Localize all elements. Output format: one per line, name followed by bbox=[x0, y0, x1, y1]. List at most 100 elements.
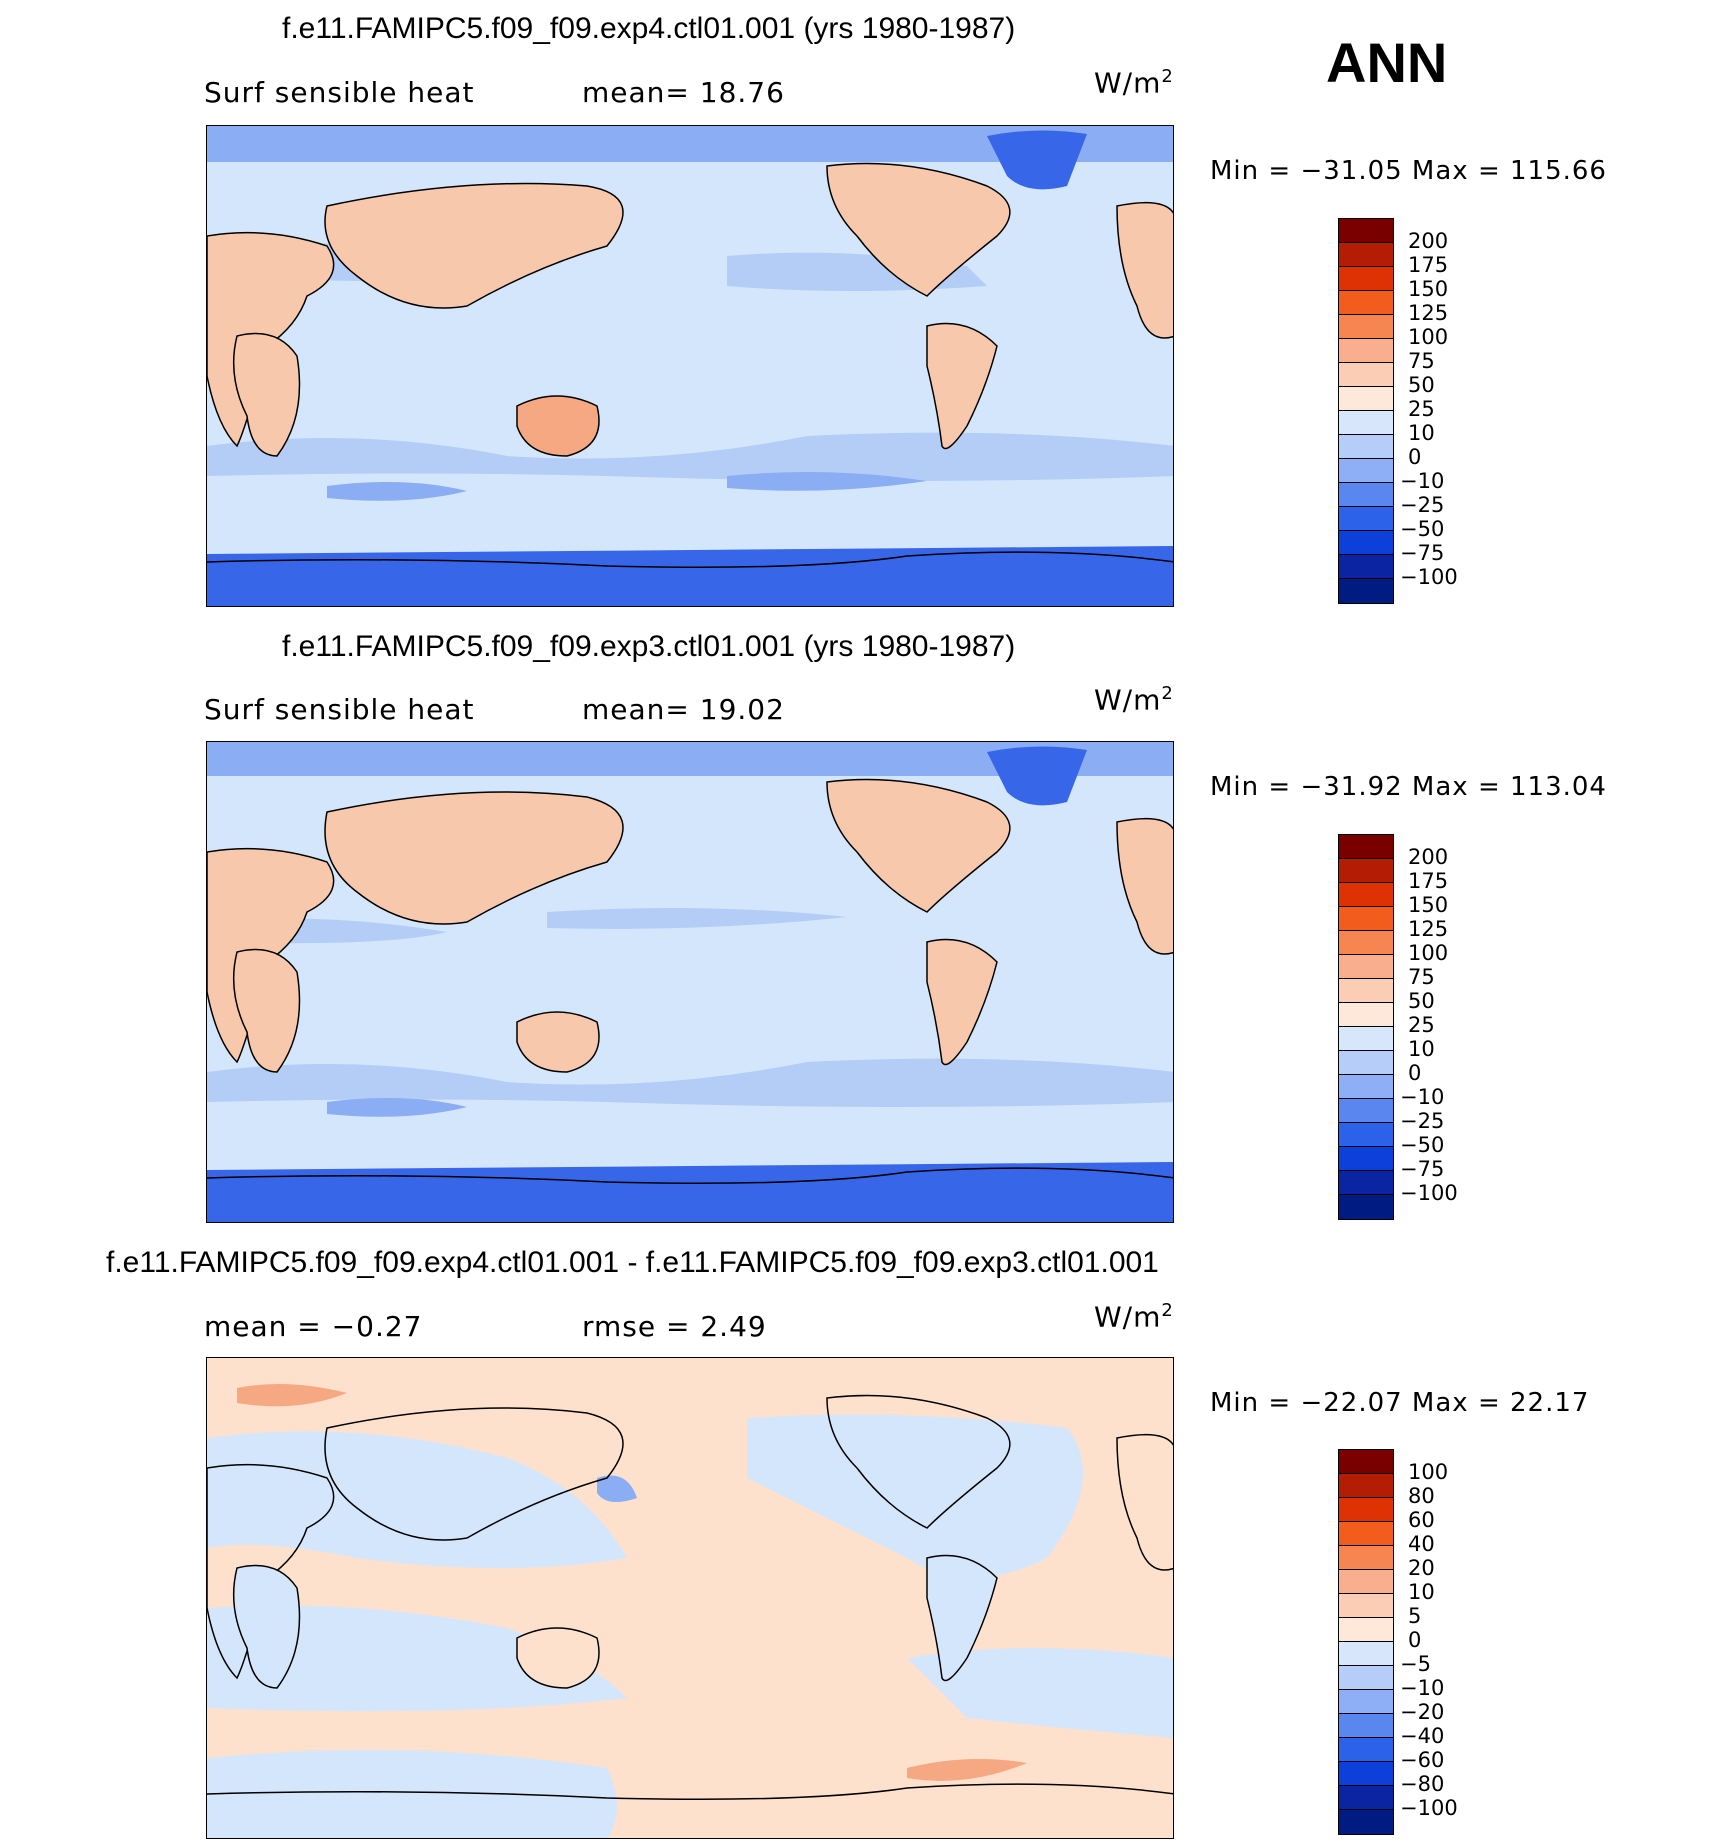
colorbar-segment bbox=[1339, 579, 1393, 603]
panel-2-units: W/m2 bbox=[1094, 683, 1174, 717]
panel-3-rmse-label: rmse = 2.49 bbox=[582, 1310, 767, 1343]
colorbar-tick-label: 25 bbox=[1408, 397, 1435, 421]
panel-1-minmax: Min = −31.05 Max = 115.66 bbox=[1210, 156, 1607, 186]
panel-3-minmax: Min = −22.07 Max = 22.17 bbox=[1210, 1388, 1590, 1418]
panel-1-map bbox=[206, 125, 1174, 607]
panel-3-map bbox=[206, 1357, 1174, 1839]
colorbar-tick-label: 20 bbox=[1408, 1556, 1435, 1580]
colorbar-segment bbox=[1339, 1003, 1393, 1027]
colorbar-segment bbox=[1339, 1642, 1393, 1666]
colorbar-tick-label: −25 bbox=[1400, 493, 1445, 517]
colorbar-segment bbox=[1339, 507, 1393, 531]
colorbar-segment bbox=[1339, 1171, 1393, 1195]
colorbar-segment bbox=[1339, 555, 1393, 579]
colorbar-tick-label: 150 bbox=[1408, 277, 1449, 301]
colorbar-segment bbox=[1339, 339, 1393, 363]
colorbar-segment bbox=[1339, 907, 1393, 931]
colorbar-segment bbox=[1339, 883, 1393, 907]
colorbar-segment bbox=[1339, 1147, 1393, 1171]
panel-3-colorbar bbox=[1338, 1449, 1394, 1835]
colorbar-tick-label: −100 bbox=[1400, 1181, 1458, 1205]
colorbar-tick-label: −100 bbox=[1400, 1796, 1458, 1820]
panel-1-title: f.e11.FAMIPC5.f09_f09.exp4.ctl01.001 (yr… bbox=[282, 12, 1016, 45]
panel-2-mean-label: mean= 19.02 bbox=[582, 693, 785, 726]
panel-1-colorbar bbox=[1338, 218, 1394, 604]
colorbar-tick-label: 10 bbox=[1408, 421, 1435, 445]
colorbar-tick-label: −10 bbox=[1400, 1085, 1445, 1109]
colorbar-tick-label: −10 bbox=[1400, 469, 1445, 493]
colorbar-segment bbox=[1339, 1738, 1393, 1762]
colorbar-segment bbox=[1339, 859, 1393, 883]
colorbar-segment bbox=[1339, 1714, 1393, 1738]
colorbar-segment bbox=[1339, 1450, 1393, 1474]
colorbar-segment bbox=[1339, 1666, 1393, 1690]
colorbar-tick-label: −75 bbox=[1400, 541, 1445, 565]
panel-2-colorbar bbox=[1338, 834, 1394, 1220]
colorbar-segment bbox=[1339, 835, 1393, 859]
colorbar-tick-label: 150 bbox=[1408, 893, 1449, 917]
colorbar-segment bbox=[1339, 411, 1393, 435]
colorbar-segment bbox=[1339, 387, 1393, 411]
colorbar-segment bbox=[1339, 1195, 1393, 1219]
colorbar-segment bbox=[1339, 1618, 1393, 1642]
colorbar-tick-label: 0 bbox=[1408, 1061, 1422, 1085]
colorbar-segment bbox=[1339, 435, 1393, 459]
colorbar-tick-label: 50 bbox=[1408, 989, 1435, 1013]
colorbar-tick-label: 75 bbox=[1408, 965, 1435, 989]
colorbar-tick-label: 10 bbox=[1408, 1037, 1435, 1061]
colorbar-tick-label: −80 bbox=[1400, 1772, 1445, 1796]
colorbar-tick-label: 100 bbox=[1408, 1460, 1449, 1484]
panel-1-units: W/m2 bbox=[1094, 66, 1174, 100]
colorbar-tick-label: 10 bbox=[1408, 1580, 1435, 1604]
colorbar-segment bbox=[1339, 955, 1393, 979]
colorbar-segment bbox=[1339, 1474, 1393, 1498]
panel-2-title: f.e11.FAMIPC5.f09_f09.exp3.ctl01.001 (yr… bbox=[282, 630, 1016, 663]
colorbar-tick-label: −60 bbox=[1400, 1748, 1445, 1772]
colorbar-tick-label: −40 bbox=[1400, 1724, 1445, 1748]
colorbar-segment bbox=[1339, 1810, 1393, 1834]
colorbar-segment bbox=[1339, 1075, 1393, 1099]
colorbar-tick-label: 5 bbox=[1408, 1604, 1422, 1628]
colorbar-segment bbox=[1339, 1099, 1393, 1123]
panel-2-variable-label: Surf sensible heat bbox=[204, 693, 475, 726]
colorbar-segment bbox=[1339, 1594, 1393, 1618]
colorbar-segment bbox=[1339, 219, 1393, 243]
colorbar-tick-label: −5 bbox=[1400, 1652, 1431, 1676]
colorbar-segment bbox=[1339, 1498, 1393, 1522]
panel-3-mean-label: mean = −0.27 bbox=[204, 1310, 423, 1343]
colorbar-tick-label: 25 bbox=[1408, 1013, 1435, 1037]
colorbar-segment bbox=[1339, 459, 1393, 483]
colorbar-tick-label: 200 bbox=[1408, 845, 1449, 869]
colorbar-segment bbox=[1339, 1762, 1393, 1786]
colorbar-tick-label: 200 bbox=[1408, 229, 1449, 253]
panel-2-map bbox=[206, 741, 1174, 1223]
colorbar-tick-label: 50 bbox=[1408, 373, 1435, 397]
colorbar-segment bbox=[1339, 243, 1393, 267]
colorbar-tick-label: −50 bbox=[1400, 1133, 1445, 1157]
panel-3-title: f.e11.FAMIPC5.f09_f09.exp4.ctl01.001 - f… bbox=[106, 1246, 1159, 1279]
colorbar-tick-label: 75 bbox=[1408, 349, 1435, 373]
colorbar-segment bbox=[1339, 979, 1393, 1003]
colorbar-tick-label: 175 bbox=[1408, 869, 1449, 893]
colorbar-segment bbox=[1339, 1051, 1393, 1075]
colorbar-tick-label: −75 bbox=[1400, 1157, 1445, 1181]
colorbar-tick-label: −50 bbox=[1400, 517, 1445, 541]
colorbar-tick-label: −100 bbox=[1400, 565, 1458, 589]
season-label: ANN bbox=[1326, 31, 1448, 94]
colorbar-tick-label: 80 bbox=[1408, 1484, 1435, 1508]
panel-1-variable-label: Surf sensible heat bbox=[204, 76, 475, 109]
colorbar-segment bbox=[1339, 1123, 1393, 1147]
colorbar-tick-label: 60 bbox=[1408, 1508, 1435, 1532]
panel-2-minmax: Min = −31.92 Max = 113.04 bbox=[1210, 772, 1607, 802]
colorbar-segment bbox=[1339, 1690, 1393, 1714]
colorbar-segment bbox=[1339, 363, 1393, 387]
panel-3-units: W/m2 bbox=[1094, 1300, 1174, 1334]
colorbar-tick-label: 125 bbox=[1408, 917, 1449, 941]
colorbar-tick-label: 100 bbox=[1408, 941, 1449, 965]
colorbar-segment bbox=[1339, 1522, 1393, 1546]
colorbar-tick-label: −20 bbox=[1400, 1700, 1445, 1724]
colorbar-segment bbox=[1339, 267, 1393, 291]
colorbar-segment bbox=[1339, 1546, 1393, 1570]
colorbar-tick-label: 40 bbox=[1408, 1532, 1435, 1556]
colorbar-segment bbox=[1339, 315, 1393, 339]
